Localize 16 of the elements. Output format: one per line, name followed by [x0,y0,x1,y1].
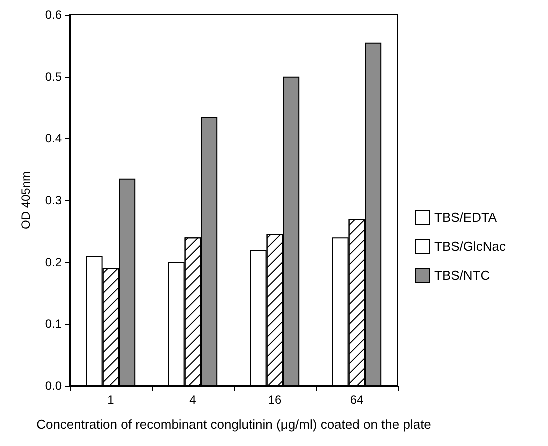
x-tick-label: 1 [108,393,115,407]
y-axis-title: OD 405nm [19,171,33,230]
y-tick-label: 0.2 [45,255,62,270]
x-tick-label: 16 [268,393,282,407]
x-tick-label: 64 [350,393,364,407]
y-tick-label: 0.3 [45,194,62,208]
y-tick-label: 0.5 [45,70,62,84]
legend-label: TBS/NTC [434,268,490,283]
y-tick-label: 0.6 [45,8,62,22]
legend-label: TBS/EDTA [434,210,498,225]
legend-label: TBS/GlcNac [434,239,507,254]
y-tick-label: 0.4 [45,132,62,146]
y-tick-label: 0.1 [45,317,62,332]
x-tick-label: 4 [190,393,197,407]
x-axis-title: Concentration of recombinant conglutinin (μg/ml) coated on the plate [36,417,432,432]
y-tick-label: 0.0 [45,379,62,393]
